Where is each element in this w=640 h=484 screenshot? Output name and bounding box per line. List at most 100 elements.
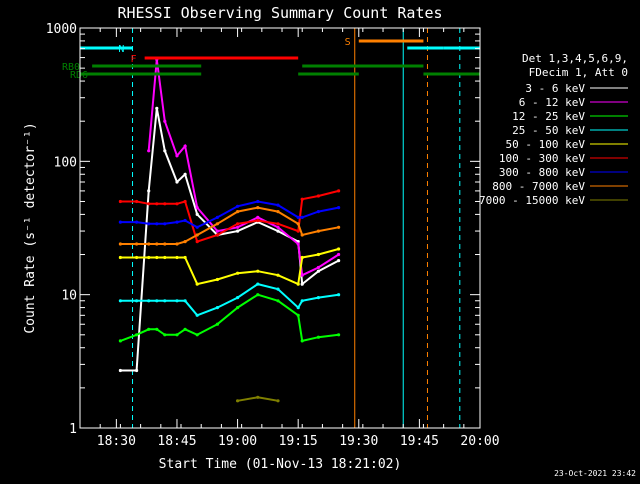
series-point-4-13	[300, 255, 304, 260]
series-point-4-8	[215, 277, 219, 282]
x-tick-label-1: 18:45	[157, 434, 196, 449]
series-point-6-15	[337, 206, 341, 210]
series-point-2-10	[256, 293, 260, 297]
series-point-1-9	[236, 225, 240, 229]
series-point-1-14	[316, 265, 320, 270]
series-point-5-4	[163, 202, 167, 206]
series-point-0-15	[337, 259, 341, 263]
series-point-1-15	[337, 252, 341, 257]
series-point-4-14	[316, 252, 320, 257]
series-point-5-5	[175, 202, 179, 206]
x-tick-label-5: 19:45	[400, 434, 439, 449]
series-point-0-11	[276, 229, 280, 233]
series-point-7-14	[316, 229, 320, 233]
series-point-2-4	[163, 333, 167, 337]
legend-entry-5: 100 - 300 keV	[499, 152, 585, 165]
series-point-0-2	[147, 189, 151, 193]
series-point-7-11	[276, 210, 280, 214]
series-point-7-1	[135, 242, 139, 246]
flag-label-rb0: RB0	[62, 62, 80, 73]
legend-entry-2: 12 - 25 keV	[512, 110, 585, 123]
legend-header-1: FDecim 1, Att 0	[529, 66, 628, 79]
series-point-5-2	[147, 202, 151, 206]
y-tick-label-3: 1000	[46, 22, 77, 37]
flag-label-n: N	[118, 44, 124, 55]
series-point-5-7	[195, 240, 199, 244]
series-point-5-12	[296, 229, 300, 233]
legend-entry-4: 50 - 100 keV	[506, 138, 586, 151]
series-point-1-13	[300, 273, 304, 277]
y-tick-label-1: 10	[61, 289, 77, 304]
series-point-0-14	[316, 269, 320, 273]
series-point-5-9	[236, 222, 240, 226]
series-point-5-11	[276, 222, 280, 226]
series-point-6-12	[296, 215, 300, 219]
series-point-0-7	[195, 212, 199, 216]
series-point-2-1	[135, 333, 139, 337]
axes: 1 10 100 1000 18:30 18:45 19:00 19:15 19:30 19:45…	[46, 22, 500, 449]
series-point-1-12	[296, 242, 300, 246]
series-point-3-5	[175, 299, 179, 303]
series-point-6-5	[175, 220, 179, 224]
series-point-3-0	[118, 299, 122, 303]
flag-label-s: S	[345, 37, 351, 48]
legend-entry-1: 6 - 12 keV	[519, 96, 586, 109]
series-point-0-9	[236, 229, 240, 233]
series-point-7-9	[236, 210, 240, 214]
series-point-3-1	[135, 299, 139, 303]
series-point-3-3	[155, 299, 159, 303]
series-point-6-3	[155, 222, 159, 226]
series-line-5	[120, 189, 339, 243]
series-point-4-6	[183, 255, 187, 260]
series-point-3-15	[337, 293, 341, 297]
series-point-7-7	[195, 233, 199, 237]
series-point-0-13	[300, 282, 304, 286]
series-point-2-13	[300, 339, 304, 343]
series-point-6-0	[118, 220, 122, 224]
series-point-7-4	[163, 242, 167, 246]
series-point-6-7	[195, 225, 199, 229]
series-point-4-10	[256, 269, 260, 273]
series-point-6-9	[236, 204, 240, 208]
series-point-1-8	[215, 229, 219, 233]
series-point-6-2	[147, 222, 151, 226]
series-point-3-7	[195, 313, 199, 317]
series-point-2-14	[316, 335, 320, 339]
series-point-5-15	[337, 189, 341, 193]
series-point-3-4	[163, 299, 167, 303]
series-point-4-1	[135, 255, 139, 260]
series-line-6	[120, 200, 339, 229]
series-point-8-10	[256, 395, 260, 399]
x-tick-label-2: 19:00	[218, 434, 257, 449]
series-point-1-5	[175, 154, 179, 158]
series-point-3-14	[316, 296, 320, 300]
series-point-3-12	[296, 306, 300, 310]
legend-entry-3: 25 - 50 keV	[512, 124, 585, 137]
series-line-4	[120, 248, 339, 286]
y-axis-label: Count Rate (s⁻¹ detector⁻¹)	[23, 122, 38, 333]
series-point-8-9	[236, 399, 240, 403]
x-axis-label: Start Time (01-Nov-13 18:21:02)	[159, 457, 402, 472]
series-point-4-4	[163, 255, 167, 260]
y-tick-label-0: 1	[69, 422, 77, 437]
series-point-3-13	[300, 299, 304, 303]
series-point-3-11	[276, 287, 280, 291]
series-point-1-11	[276, 225, 280, 229]
series-point-7-2	[147, 242, 151, 246]
series-line-7	[120, 206, 339, 245]
chart-title: RHESSI Observing Summary Count Rates	[117, 4, 442, 22]
series-point-0-0	[118, 368, 122, 373]
series-point-4-2	[147, 255, 151, 260]
series-point-0-1	[135, 368, 139, 373]
series-point-6-11	[276, 203, 280, 207]
series-point-6-14	[316, 210, 320, 214]
series-point-3-10	[256, 282, 260, 286]
series-point-1-7	[195, 206, 199, 210]
series-point-2-15	[337, 333, 341, 337]
series-point-2-12	[296, 313, 300, 317]
series-point-5-10	[256, 218, 260, 223]
series-point-5-14	[316, 194, 320, 198]
series-point-4-12	[296, 282, 300, 286]
